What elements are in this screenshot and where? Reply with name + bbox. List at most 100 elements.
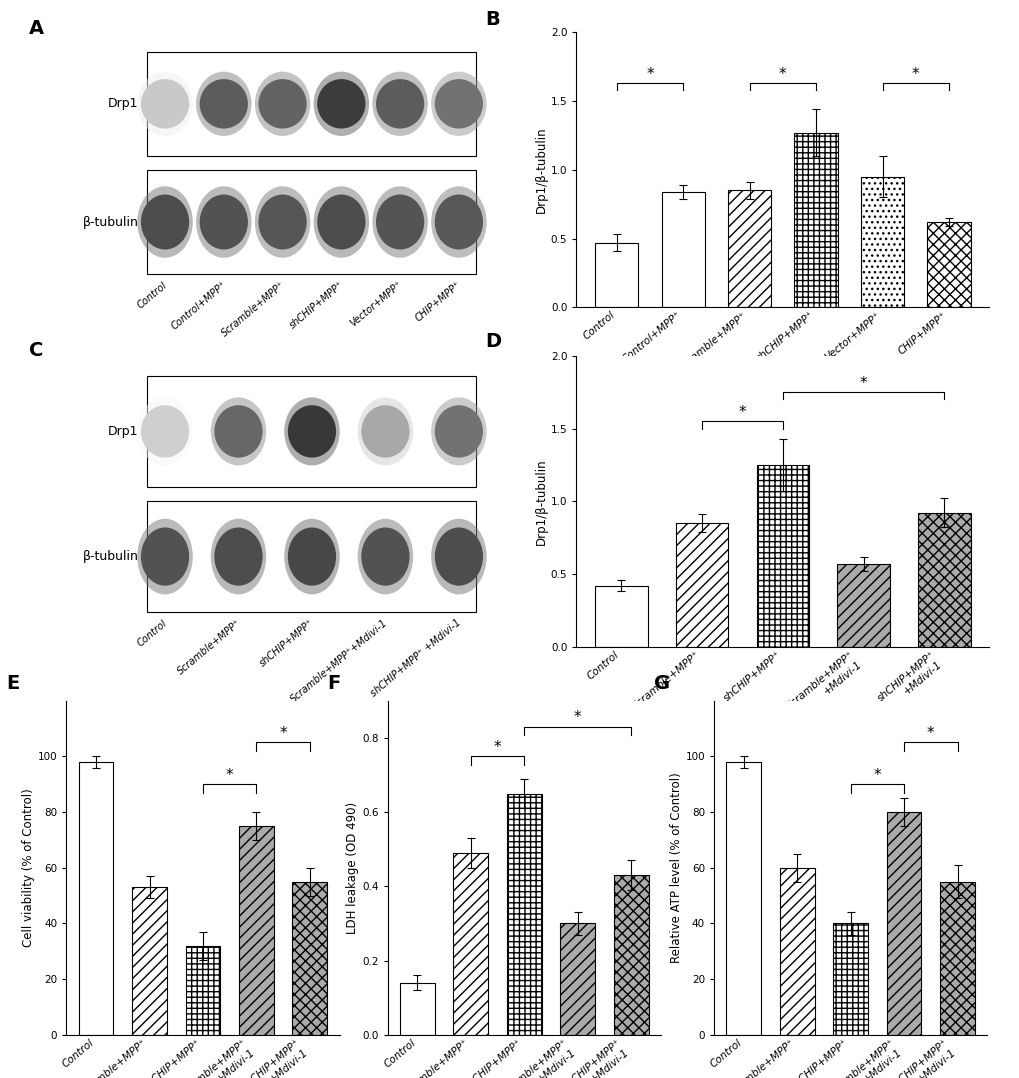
Ellipse shape: [214, 405, 262, 457]
Text: *: *: [279, 725, 286, 741]
Text: A: A: [30, 18, 44, 38]
Ellipse shape: [313, 71, 369, 136]
Ellipse shape: [196, 186, 252, 258]
Bar: [860, 177, 903, 307]
Bar: [148, 52, 476, 156]
Bar: [148, 376, 476, 487]
Y-axis label: Drp1/β-tubulin: Drp1/β-tubulin: [534, 458, 547, 544]
Text: *: *: [738, 404, 746, 419]
Ellipse shape: [258, 79, 307, 128]
Bar: [833, 924, 867, 1035]
Bar: [886, 812, 920, 1035]
Bar: [132, 887, 167, 1035]
Ellipse shape: [138, 519, 193, 594]
Ellipse shape: [376, 79, 424, 128]
Text: Vector+MPP⁺: Vector+MPP⁺: [348, 279, 405, 329]
Ellipse shape: [317, 194, 365, 249]
Text: *: *: [872, 768, 880, 783]
Bar: [676, 523, 728, 647]
Ellipse shape: [434, 405, 483, 457]
Bar: [794, 133, 837, 307]
Bar: [559, 924, 594, 1035]
Text: *: *: [911, 67, 919, 82]
Bar: [837, 564, 889, 647]
Ellipse shape: [434, 79, 483, 128]
Text: F: F: [327, 674, 340, 693]
Text: *: *: [645, 67, 653, 82]
Ellipse shape: [358, 398, 413, 466]
Text: CHIP+MPP⁺: CHIP+MPP⁺: [414, 279, 463, 323]
Text: β-tubulin: β-tubulin: [83, 216, 139, 229]
Text: C: C: [30, 341, 44, 360]
Bar: [292, 882, 327, 1035]
Text: *: *: [225, 768, 233, 783]
Ellipse shape: [214, 527, 262, 585]
Bar: [780, 868, 814, 1035]
Ellipse shape: [361, 527, 410, 585]
Ellipse shape: [255, 186, 310, 258]
Bar: [926, 222, 970, 307]
Ellipse shape: [255, 71, 310, 136]
Ellipse shape: [141, 527, 189, 585]
Y-axis label: Cell viability (% of Control): Cell viability (% of Control): [21, 788, 35, 948]
Y-axis label: Drp1/β-tubulin: Drp1/β-tubulin: [534, 126, 547, 213]
Bar: [661, 192, 704, 307]
Bar: [594, 243, 638, 307]
Ellipse shape: [361, 405, 410, 457]
Ellipse shape: [372, 186, 427, 258]
Text: G: G: [653, 674, 669, 693]
Bar: [399, 983, 434, 1035]
Y-axis label: Relative ATP level (% of Control): Relative ATP level (% of Control): [668, 773, 682, 963]
Bar: [917, 513, 970, 647]
Text: *: *: [574, 710, 581, 725]
Text: Drp1: Drp1: [108, 425, 139, 438]
Bar: [148, 169, 476, 274]
Text: β-tubulin: β-tubulin: [83, 550, 139, 563]
Ellipse shape: [372, 71, 427, 136]
Ellipse shape: [431, 519, 486, 594]
Text: Scramble+MPP⁺: Scramble+MPP⁺: [175, 618, 243, 677]
Bar: [594, 585, 647, 647]
Bar: [940, 882, 974, 1035]
Bar: [756, 465, 808, 647]
Ellipse shape: [358, 519, 413, 594]
Bar: [728, 191, 770, 307]
Ellipse shape: [196, 71, 252, 136]
Ellipse shape: [431, 186, 486, 258]
Text: Scramble+MPP⁺: Scramble+MPP⁺: [219, 279, 286, 338]
Text: *: *: [493, 740, 501, 755]
Text: B: B: [485, 11, 499, 29]
Text: E: E: [6, 674, 19, 693]
Text: Scramble+MPP⁺+Mdivi-1: Scramble+MPP⁺+Mdivi-1: [288, 618, 389, 705]
Ellipse shape: [287, 405, 336, 457]
Ellipse shape: [211, 398, 266, 466]
Ellipse shape: [141, 79, 189, 128]
Y-axis label: LDH leakage (OD 490): LDH leakage (OD 490): [346, 802, 359, 934]
Text: *: *: [859, 375, 866, 390]
Bar: [148, 501, 476, 612]
Text: *: *: [779, 67, 786, 82]
Ellipse shape: [138, 71, 193, 136]
Text: Control: Control: [136, 279, 169, 310]
Ellipse shape: [200, 79, 248, 128]
Ellipse shape: [434, 527, 483, 585]
Text: *: *: [926, 725, 933, 741]
Ellipse shape: [258, 194, 307, 249]
Ellipse shape: [317, 79, 365, 128]
Text: shCHIP+MPP⁺ +Mdivi-1: shCHIP+MPP⁺ +Mdivi-1: [369, 618, 463, 699]
Ellipse shape: [376, 194, 424, 249]
Ellipse shape: [287, 527, 336, 585]
Ellipse shape: [431, 71, 486, 136]
Bar: [185, 945, 220, 1035]
Ellipse shape: [141, 194, 189, 249]
Bar: [453, 853, 488, 1035]
Ellipse shape: [138, 398, 193, 466]
Ellipse shape: [284, 519, 339, 594]
Ellipse shape: [431, 398, 486, 466]
Text: shCHIP+MPP⁺: shCHIP+MPP⁺: [258, 618, 316, 668]
Bar: [613, 875, 648, 1035]
Ellipse shape: [284, 398, 339, 466]
Bar: [506, 793, 541, 1035]
Ellipse shape: [200, 194, 248, 249]
Ellipse shape: [434, 194, 483, 249]
